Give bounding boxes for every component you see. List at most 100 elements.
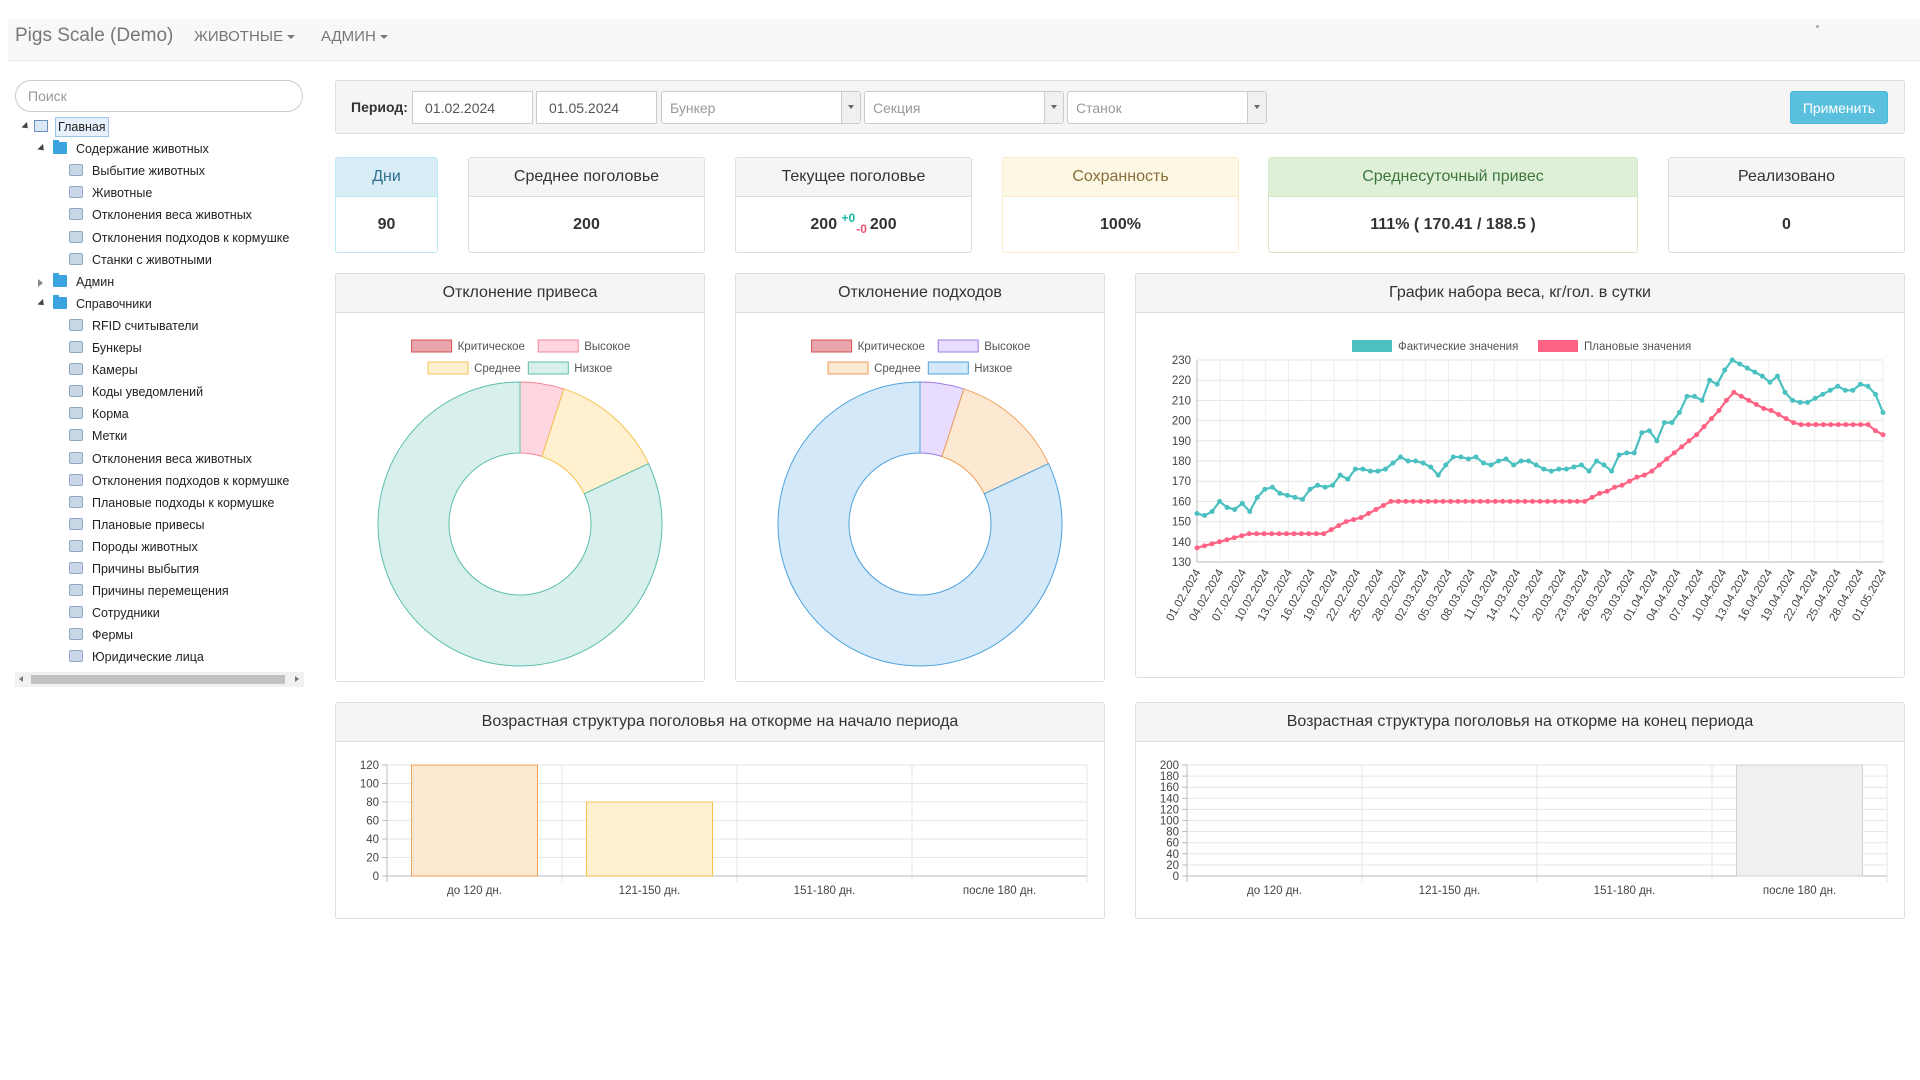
date-to-input[interactable] xyxy=(536,91,657,124)
tree-node[interactable]: Фермы xyxy=(16,626,306,644)
feeder-deviation-panel: Отклонение подходов Критическое Высокое Ср… xyxy=(735,273,1105,682)
bunker-select[interactable]: Бункер xyxy=(661,91,861,124)
section-select[interactable]: Секция xyxy=(864,91,1064,124)
data-point xyxy=(1194,545,1200,551)
tree-node-label[interactable]: Плановые привесы xyxy=(92,517,205,532)
tree-node-label[interactable]: Выбытие животных xyxy=(92,164,205,179)
tree-node-label[interactable]: Станки с животными xyxy=(92,252,212,267)
tree-node-label[interactable]: Бункеры xyxy=(92,341,142,355)
tree-node-label[interactable]: Справочники xyxy=(76,296,152,311)
legend-label: Плановые значения xyxy=(1584,341,1691,353)
data-point xyxy=(1669,420,1675,426)
bar xyxy=(1736,764,1863,877)
legend-label: Критическое xyxy=(858,341,925,353)
data-point xyxy=(1307,486,1313,492)
stat-current-herd-label: Текущее поголовье xyxy=(736,158,971,197)
tree-node[interactable]: Отклонения подходов к кормушке xyxy=(16,472,306,490)
tree-node-label[interactable]: Админ xyxy=(76,274,115,289)
tree-node[interactable]: Админ xyxy=(16,272,306,291)
stall-select[interactable]: Станок xyxy=(1067,91,1267,124)
tree-node-label[interactable]: Юридические лица xyxy=(92,650,204,665)
tree-node-label[interactable]: Отклонения веса животных xyxy=(92,451,252,466)
tree-node-label[interactable]: Содержание животных xyxy=(76,142,209,157)
weight-gain-title: График набора веса, кг/гол. в сутки xyxy=(1136,274,1904,313)
data-point xyxy=(1300,496,1306,502)
tree-node-label[interactable]: Животные xyxy=(92,186,153,201)
menu-admin[interactable]: АДМИН xyxy=(321,28,388,45)
collapsed-icon[interactable] xyxy=(38,278,43,287)
pie-slice xyxy=(777,381,1063,667)
scroll-left-icon[interactable] xyxy=(19,676,23,682)
tree-node[interactable]: Причины выбытия xyxy=(16,560,306,578)
tree-node[interactable]: Содержание животных xyxy=(16,140,306,158)
tree-node[interactable]: Коды уведомлений xyxy=(16,383,306,401)
tree-node-label[interactable]: Метки xyxy=(92,429,128,444)
y-tick-label: 150 xyxy=(1172,517,1191,529)
tree-node-label[interactable]: Причины выбытия xyxy=(92,562,200,576)
tree-node[interactable]: Корма xyxy=(16,405,306,423)
tree-node[interactable]: Юридические лица xyxy=(16,648,306,666)
tree-node-label[interactable]: Корма xyxy=(92,407,129,422)
tree-node-label[interactable]: Породы животных xyxy=(92,539,198,554)
tree-node[interactable]: Камеры xyxy=(16,361,306,379)
tree-node[interactable]: Животные xyxy=(16,184,306,202)
data-point xyxy=(1709,416,1714,422)
tree-node-label[interactable]: Фермы xyxy=(92,628,133,643)
data-point xyxy=(1306,531,1312,537)
data-point xyxy=(1473,454,1479,460)
brand-title[interactable]: Pigs Scale (Demo) xyxy=(15,25,174,46)
apply-button[interactable]: Применить xyxy=(1790,91,1888,124)
data-point xyxy=(1722,367,1728,373)
expanded-icon[interactable] xyxy=(37,298,47,308)
y-tick-label: 0 xyxy=(1173,871,1179,883)
chevron-down-icon[interactable] xyxy=(841,92,860,123)
info-icon xyxy=(69,584,83,597)
tree-node-label[interactable]: Коды уведомлений xyxy=(92,385,204,400)
data-point xyxy=(1388,498,1394,504)
stat-safety-value: 100% xyxy=(1100,216,1141,233)
document-icon xyxy=(69,495,83,508)
tree-node-label[interactable]: Отклонения подходов к кормушке xyxy=(92,473,290,488)
chevron-down-icon[interactable] xyxy=(1044,92,1063,123)
chevron-down-icon[interactable] xyxy=(1247,92,1266,123)
scroll-thumb[interactable] xyxy=(31,675,285,684)
tree-node[interactable]: Главная xyxy=(16,117,306,137)
data-point xyxy=(1433,498,1439,504)
horizontal-scrollbar[interactable] xyxy=(15,672,304,687)
data-point xyxy=(1239,500,1245,506)
tree-node-label[interactable]: Главная xyxy=(55,117,109,137)
tree-node-label[interactable]: Отклонения веса животных xyxy=(92,208,252,223)
scroll-right-icon[interactable] xyxy=(295,676,299,682)
tree-node[interactable]: Плановые подходы к кормушке xyxy=(16,494,306,512)
bar xyxy=(411,764,538,877)
tree-node[interactable]: Метки xyxy=(16,427,306,445)
tree-node[interactable]: Отклонения веса животных xyxy=(16,206,306,224)
legend-label: Среднее xyxy=(474,363,521,375)
tree-node-label[interactable]: Причины перемещения xyxy=(92,584,229,599)
tree-node-label[interactable]: Плановые подходы к кормушке xyxy=(92,495,275,510)
data-point xyxy=(1298,531,1304,537)
data-point xyxy=(1247,509,1253,514)
tree-node[interactable]: Причины перемещения xyxy=(16,582,306,600)
tree-node[interactable]: Бункеры xyxy=(16,339,306,357)
tree-node[interactable]: Сотрудники xyxy=(16,604,306,622)
tree-node[interactable]: Породы животных xyxy=(16,538,306,556)
tree-node[interactable]: Справочники xyxy=(16,294,306,313)
tree-node[interactable]: Станки с животными xyxy=(16,251,306,269)
tree-node-label[interactable]: Камеры xyxy=(92,363,138,378)
tree-node[interactable]: Отклонения подходов к кормушке xyxy=(16,229,306,247)
data-point xyxy=(1496,458,1502,464)
tree-node-label[interactable]: Сотрудники xyxy=(92,606,160,621)
tree-node-label[interactable]: Отклонения подходов к кормушке xyxy=(92,230,290,245)
menu-animals[interactable]: ЖИВОТНЫЕ xyxy=(194,28,296,45)
tree-node-label[interactable]: RFID считыватели xyxy=(92,318,199,333)
date-from-input[interactable] xyxy=(412,91,533,124)
tree-node[interactable]: Отклонения веса животных xyxy=(16,450,306,468)
tree-node[interactable]: Плановые привесы xyxy=(16,516,306,534)
expanded-icon[interactable] xyxy=(21,121,31,132)
search-input[interactable] xyxy=(15,80,303,112)
expanded-icon[interactable] xyxy=(37,143,47,154)
tree-node[interactable]: RFID считыватели xyxy=(16,317,306,335)
tree-node[interactable]: Выбытие животных xyxy=(16,162,306,180)
